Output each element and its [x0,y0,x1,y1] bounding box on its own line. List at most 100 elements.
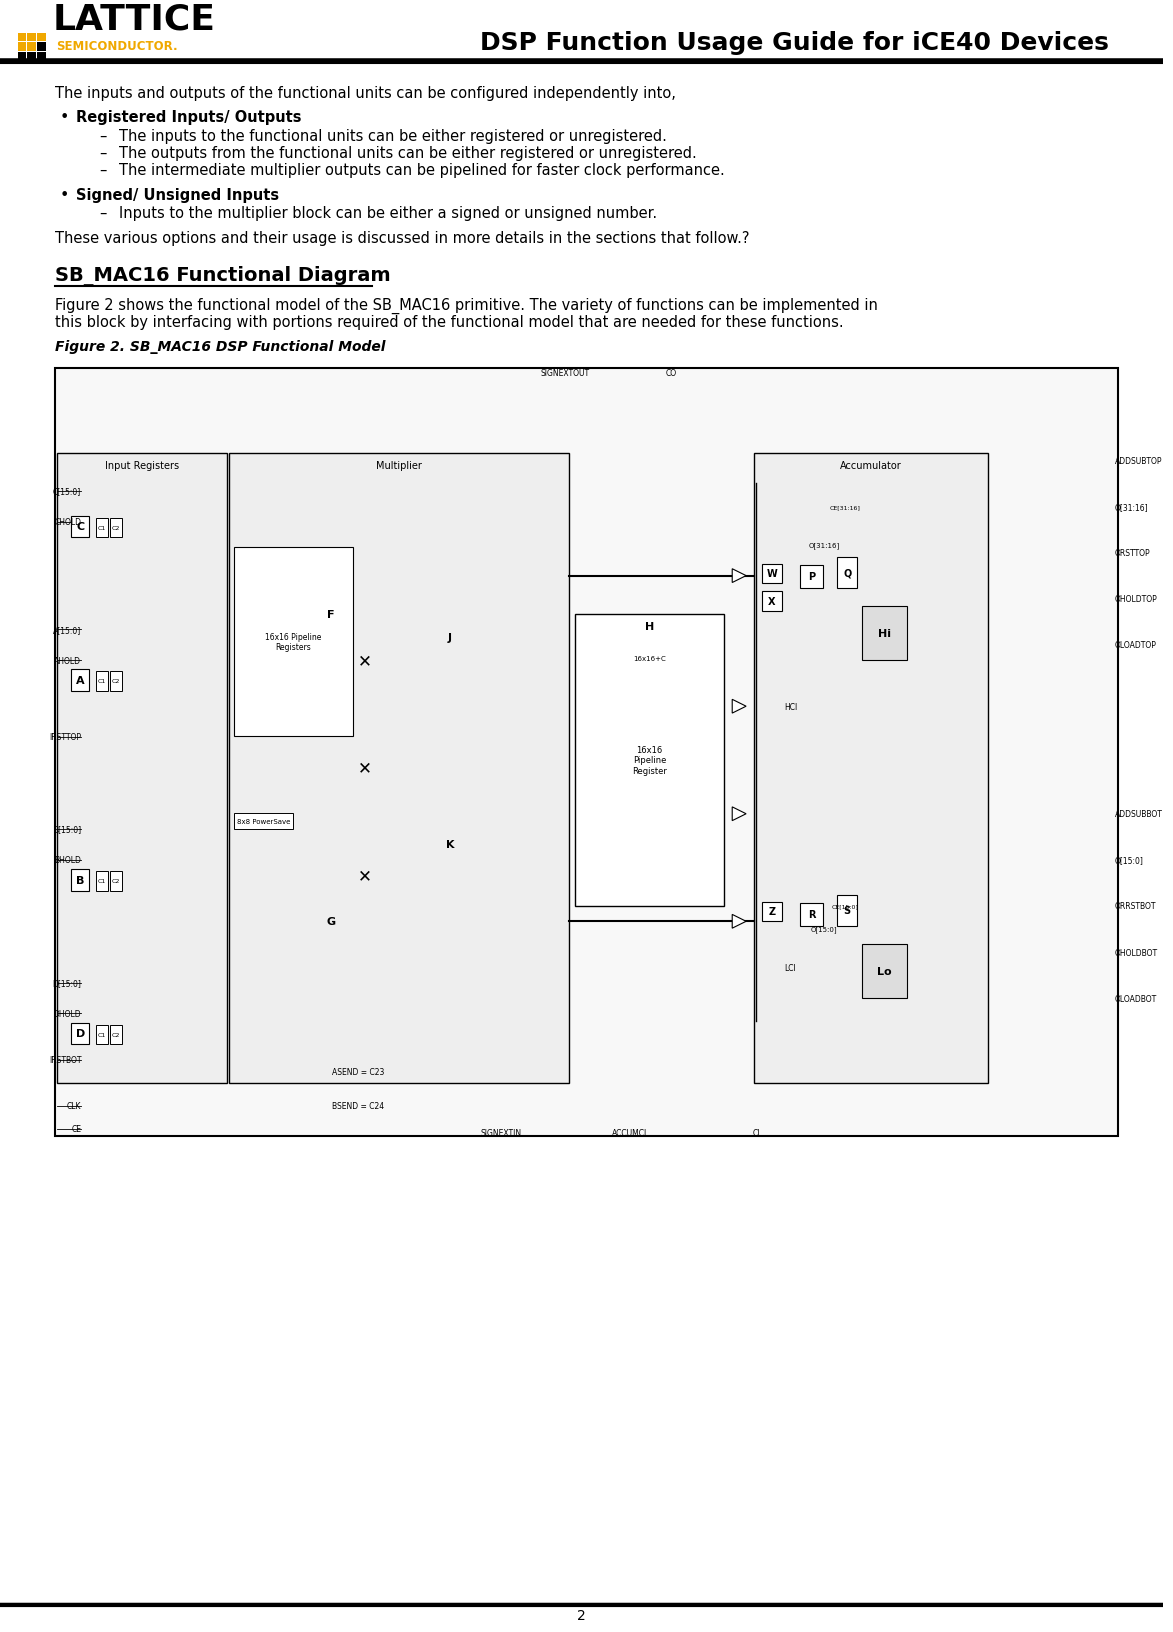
FancyBboxPatch shape [18,44,26,52]
Text: CLK: CLK [67,1102,81,1110]
Text: –: – [100,206,107,220]
Text: D[15:0]: D[15:0] [53,979,81,987]
Text: •: • [60,111,69,126]
Text: OHOLDBOT: OHOLDBOT [1114,948,1158,956]
Text: CE: CE [72,1124,81,1134]
FancyBboxPatch shape [838,896,857,927]
Text: OHOLDTOP: OHOLDTOP [1114,594,1158,604]
FancyBboxPatch shape [762,565,781,584]
Text: R: R [808,911,815,920]
FancyBboxPatch shape [233,814,293,829]
Text: ACCUMCI: ACCUMCI [611,1128,646,1138]
Text: –: – [100,145,107,160]
Text: G: G [326,917,335,927]
Text: The intermediate multiplier outputs can be pipelined for faster clock performanc: The intermediate multiplier outputs can … [118,163,725,178]
Text: C2: C2 [111,526,120,530]
Text: Signed/ Unsigned Inputs: Signed/ Unsigned Inputs [76,188,279,202]
FancyBboxPatch shape [72,870,89,891]
Text: BSEND = C24: BSEND = C24 [332,1102,385,1110]
Text: P: P [808,573,815,583]
Text: F: F [327,610,334,620]
Text: C1: C1 [99,679,107,684]
Text: B[15:0]: B[15:0] [53,826,81,834]
Text: IRSTTOP: IRSTTOP [49,733,81,743]
Text: S: S [843,906,850,916]
FancyBboxPatch shape [862,945,907,999]
Text: The inputs to the functional units can be either registered or unregistered.: The inputs to the functional units can b… [118,129,667,144]
FancyBboxPatch shape [18,34,26,42]
Text: LATTICE: LATTICE [53,3,216,36]
Polygon shape [732,570,746,583]
Text: O[15:0]: O[15:0] [811,925,838,934]
FancyBboxPatch shape [110,519,122,539]
Text: OLOADTOP: OLOADTOP [1114,641,1157,650]
Text: IRSTBOT: IRSTBOT [49,1056,81,1064]
Text: The outputs from the functional units can be either registered or unregistered.: The outputs from the functional units ca… [118,145,697,160]
Text: ✕: ✕ [358,759,372,777]
Text: C1: C1 [99,878,107,883]
Text: SIGNEXTOUT: SIGNEXTOUT [541,369,590,377]
Text: ADDSUBTOP: ADDSUBTOP [1114,457,1162,465]
Text: ORRSTBOT: ORRSTBOT [1114,902,1157,911]
Text: Inputs to the multiplier block can be either a signed or unsigned number.: Inputs to the multiplier block can be ei… [118,206,657,220]
FancyBboxPatch shape [110,672,122,692]
Text: Q: Q [843,568,852,578]
Text: OLOADBOT: OLOADBOT [1114,994,1157,1004]
Text: CO: CO [666,369,677,377]
Text: W: W [766,570,778,579]
Text: These various options and their usage is discussed in more details in the sectio: These various options and their usage is… [54,232,750,246]
Polygon shape [732,700,746,713]
FancyBboxPatch shape [27,44,36,52]
Text: 16x16
Pipeline
Register: 16x16 Pipeline Register [632,746,667,775]
Text: 16x16 Pipeline
Registers: 16x16 Pipeline Registers [265,633,321,651]
FancyBboxPatch shape [862,607,907,661]
FancyBboxPatch shape [754,454,988,1084]
Text: 2: 2 [577,1608,586,1622]
Text: Input Registers: Input Registers [104,460,178,470]
FancyBboxPatch shape [229,454,569,1084]
Text: CI: CI [753,1128,760,1138]
Text: C1: C1 [99,1031,107,1038]
Text: DHOLD: DHOLD [54,1009,81,1018]
Text: B: B [76,875,84,885]
Text: K: K [446,840,454,850]
Text: HCI: HCI [784,702,796,712]
Text: CE[31:16]: CE[31:16] [829,504,861,509]
Text: AHOLD: AHOLD [54,656,81,666]
Text: this block by interfacing with portions required of the functional model that ar: this block by interfacing with portions … [54,315,843,330]
Text: J: J [448,633,452,643]
FancyBboxPatch shape [72,669,89,692]
Text: C2: C2 [111,679,120,684]
FancyBboxPatch shape [72,516,89,539]
Text: C: C [76,522,84,532]
Text: ADDSUBBOT: ADDSUBBOT [1114,809,1162,819]
FancyBboxPatch shape [762,902,781,922]
FancyBboxPatch shape [54,369,1119,1136]
Text: Lo: Lo [877,966,891,976]
FancyBboxPatch shape [96,1025,108,1044]
FancyBboxPatch shape [96,871,108,891]
FancyBboxPatch shape [18,52,26,62]
FancyBboxPatch shape [38,34,46,42]
Text: Figure 2 shows the functional model of the SB_MAC16 primitive. The variety of fu: Figure 2 shows the functional model of t… [54,297,877,313]
FancyBboxPatch shape [27,52,36,62]
Text: C[15:0]: C[15:0] [53,488,81,496]
Text: Z: Z [768,907,775,917]
FancyBboxPatch shape [575,615,724,906]
Text: Multiplier: Multiplier [377,460,422,470]
FancyBboxPatch shape [800,565,823,589]
FancyBboxPatch shape [56,454,226,1084]
FancyBboxPatch shape [27,34,36,42]
Text: C2: C2 [111,878,120,883]
Text: Accumulator: Accumulator [840,460,902,470]
Text: SIGNEXTIN: SIGNEXTIN [481,1128,522,1138]
Text: ASEND = C23: ASEND = C23 [332,1067,385,1075]
Text: D: D [76,1028,84,1038]
Text: ✕: ✕ [358,651,372,669]
Text: –: – [100,129,107,144]
Text: 16x16+C: 16x16+C [633,656,666,661]
Text: ORSTTOP: ORSTTOP [1114,548,1151,558]
Text: Figure 2. SB_MAC16 DSP Functional Model: Figure 2. SB_MAC16 DSP Functional Model [54,339,385,354]
Text: C2: C2 [111,1031,120,1038]
Text: –: – [100,163,107,178]
